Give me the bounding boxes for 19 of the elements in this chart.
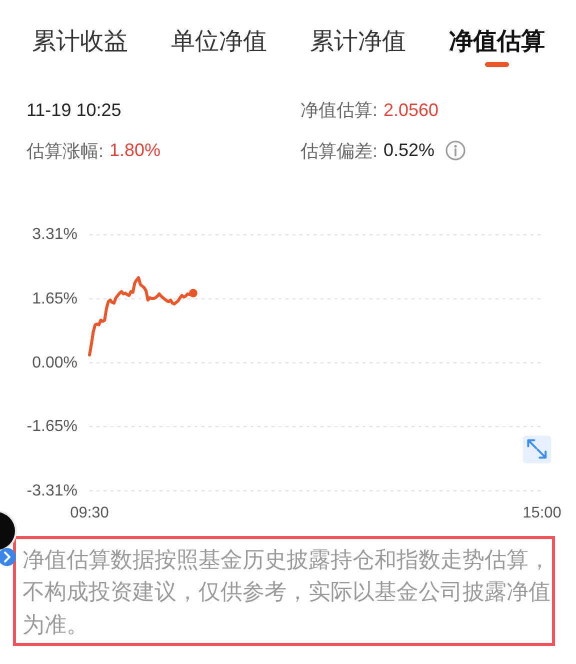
tab-label: 累计收益 — [31, 27, 129, 57]
y-tick-label: -3.31% — [26, 482, 78, 500]
info-text: 11-19 10:25 — [26, 100, 122, 120]
y-tick-label: 0.00% — [32, 354, 78, 372]
y-tick-label: -1.65% — [26, 418, 78, 436]
x-tick-label: 09:30 — [70, 504, 109, 522]
tab-label: 净值估算 — [448, 27, 546, 57]
note: 净值估算数据按照基金历史披露持仓和指数走势估算，不构成投资建议，仅供参考，实际以基金公司披露净值为准。 — [13, 536, 555, 646]
info-value: 2.0560 — [384, 100, 439, 120]
info-label: 净值估算: — [300, 99, 378, 122]
y-tick-label: 3.31% — [32, 226, 78, 244]
tab-label: 累计净值 — [309, 27, 407, 57]
tab-label: 单位净值 — [170, 27, 268, 57]
y-tick-label: 1.65% — [32, 290, 78, 308]
info-label: 估算涨幅: — [26, 140, 104, 163]
info-label: 估算偏差: — [300, 140, 378, 163]
info-value: 1.80% — [110, 140, 161, 162]
info-value: 0.52% — [384, 140, 435, 162]
x-tick-label: 15:00 — [522, 504, 562, 522]
